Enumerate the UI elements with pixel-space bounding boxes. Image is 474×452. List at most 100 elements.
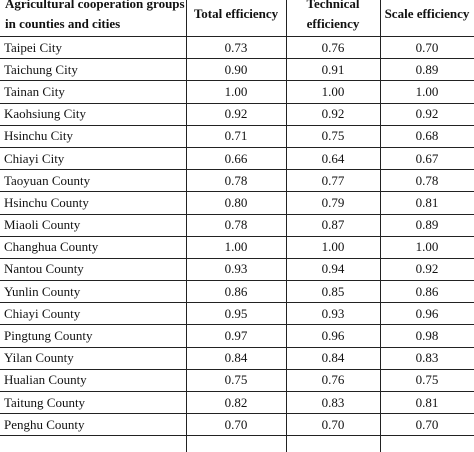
cell-total-efficiency: 0.78 bbox=[186, 169, 286, 193]
cell-total-efficiency: 0.93 bbox=[186, 258, 286, 282]
cell-technical-efficiency: 0.93 bbox=[286, 302, 380, 326]
cell-total-efficiency: 0.75 bbox=[186, 369, 286, 393]
cell-scale-efficiency: 0.83 bbox=[380, 347, 474, 370]
cell-technical-efficiency: 0.76 bbox=[286, 36, 380, 60]
table-row: Chiayi County 0.95 0.93 0.96 bbox=[0, 302, 474, 326]
cell-technical-efficiency: 0.92 bbox=[286, 103, 380, 126]
cell-scale-efficiency: 0.96 bbox=[380, 302, 474, 326]
cell-technical-efficiency: 0.91 bbox=[286, 58, 380, 82]
cell-technical-efficiency: 0.83 bbox=[286, 391, 380, 415]
table-row: Hualian County 0.75 0.76 0.75 bbox=[0, 369, 474, 393]
cell-technical-efficiency: 0.94 bbox=[286, 258, 380, 282]
cell-technical-efficiency: 0.85 bbox=[286, 280, 380, 304]
table-row: Chiayi City 0.66 0.64 0.67 bbox=[0, 147, 474, 171]
cell-group-name: Kaohsiung City bbox=[0, 103, 186, 126]
cell-group-name: Yilan County bbox=[0, 347, 186, 370]
header-row: Agricultural cooperation groups in count… bbox=[0, 0, 474, 37]
table-body: Taipei City 0.73 0.76 0.70 Taichung City 0.90… bbox=[0, 36, 474, 437]
cell-group-name: Hsinchu County bbox=[0, 191, 186, 215]
cell-total-efficiency: 0.71 bbox=[186, 125, 286, 148]
cell-group-name: Taichung City bbox=[0, 58, 186, 82]
cell-scale-efficiency: 0.98 bbox=[380, 324, 474, 348]
cell-scale-efficiency: 0.89 bbox=[380, 214, 474, 237]
table-row: Yilan County 0.84 0.84 0.83 bbox=[0, 347, 474, 370]
cell-scale-efficiency: 0.89 bbox=[380, 58, 474, 82]
header-scale-efficiency: Scale efficiency bbox=[380, 0, 474, 37]
header-technical-efficiency: Technical efficiency bbox=[286, 0, 380, 37]
cell-scale-efficiency: 1.00 bbox=[380, 236, 474, 259]
column-divider bbox=[380, 0, 381, 452]
cell-group-name: Miaoli County bbox=[0, 214, 186, 237]
cell-group-name: Chiayi City bbox=[0, 147, 186, 171]
cell-group-name: Nantou County bbox=[0, 258, 186, 282]
cell-scale-efficiency: 0.81 bbox=[380, 191, 474, 215]
cell-scale-efficiency: 1.00 bbox=[380, 80, 474, 104]
table-row: Taipei City 0.73 0.76 0.70 bbox=[0, 36, 474, 60]
cell-group-name: Pingtung County bbox=[0, 324, 186, 348]
cell-total-efficiency: 0.70 bbox=[186, 413, 286, 437]
cell-total-efficiency: 0.92 bbox=[186, 103, 286, 126]
column-divider bbox=[286, 0, 287, 452]
cell-group-name: Penghu County bbox=[0, 413, 186, 437]
cell-scale-efficiency: 0.67 bbox=[380, 147, 474, 171]
table-row: Miaoli County 0.78 0.87 0.89 bbox=[0, 214, 474, 237]
cell-technical-efficiency: 0.76 bbox=[286, 369, 380, 393]
cell-scale-efficiency: 0.70 bbox=[380, 413, 474, 437]
cell-total-efficiency: 0.82 bbox=[186, 391, 286, 415]
cell-scale-efficiency: 0.70 bbox=[380, 36, 474, 60]
cell-technical-efficiency: 0.87 bbox=[286, 214, 380, 237]
table-row: Yunlin County 0.86 0.85 0.86 bbox=[0, 280, 474, 304]
cell-scale-efficiency: 0.92 bbox=[380, 103, 474, 126]
table-row: Taoyuan County 0.78 0.77 0.78 bbox=[0, 169, 474, 193]
cell-total-efficiency: 0.86 bbox=[186, 280, 286, 304]
table-row: Hsinchu City 0.71 0.75 0.68 bbox=[0, 125, 474, 148]
table-row: Taichung City 0.90 0.91 0.89 bbox=[0, 58, 474, 82]
table-row: Hsinchu County 0.80 0.79 0.81 bbox=[0, 191, 474, 215]
table-row: Nantou County 0.93 0.94 0.92 bbox=[0, 258, 474, 282]
header-groups: Agricultural cooperation groups in count… bbox=[0, 0, 186, 37]
cell-scale-efficiency: 0.75 bbox=[380, 369, 474, 393]
cell-group-name: Tainan City bbox=[0, 80, 186, 104]
table-row: Taitung County 0.82 0.83 0.81 bbox=[0, 391, 474, 415]
column-divider bbox=[186, 0, 187, 452]
cell-technical-efficiency: 0.70 bbox=[286, 413, 380, 437]
cell-technical-efficiency: 0.96 bbox=[286, 324, 380, 348]
cell-total-efficiency: 0.95 bbox=[186, 302, 286, 326]
table-row: Changhua County 1.00 1.00 1.00 bbox=[0, 236, 474, 259]
cell-group-name: Taitung County bbox=[0, 391, 186, 415]
cell-scale-efficiency: 0.81 bbox=[380, 391, 474, 415]
table-row: Kaohsiung City 0.92 0.92 0.92 bbox=[0, 103, 474, 126]
cell-total-efficiency: 1.00 bbox=[186, 80, 286, 104]
cell-total-efficiency: 0.73 bbox=[186, 36, 286, 60]
cell-group-name: Chiayi County bbox=[0, 302, 186, 326]
cell-group-name: Taoyuan County bbox=[0, 169, 186, 193]
cell-technical-efficiency: 0.77 bbox=[286, 169, 380, 193]
cell-technical-efficiency: 0.84 bbox=[286, 347, 380, 370]
cell-scale-efficiency: 0.78 bbox=[380, 169, 474, 193]
cell-scale-efficiency: 0.68 bbox=[380, 125, 474, 148]
cell-total-efficiency: 0.66 bbox=[186, 147, 286, 171]
cell-group-name: Yunlin County bbox=[0, 280, 186, 304]
cell-scale-efficiency: 0.92 bbox=[380, 258, 474, 282]
cell-group-name: Hsinchu City bbox=[0, 125, 186, 148]
table-row: Tainan City 1.00 1.00 1.00 bbox=[0, 80, 474, 104]
header-total-efficiency: Total efficiency bbox=[186, 0, 286, 37]
cell-total-efficiency: 0.90 bbox=[186, 58, 286, 82]
cell-total-efficiency: 0.97 bbox=[186, 324, 286, 348]
cell-total-efficiency: 0.84 bbox=[186, 347, 286, 370]
cell-total-efficiency: 0.80 bbox=[186, 191, 286, 215]
cell-technical-efficiency: 0.79 bbox=[286, 191, 380, 215]
efficiency-table: Agricultural cooperation groups in count… bbox=[0, 0, 474, 437]
cell-technical-efficiency: 1.00 bbox=[286, 80, 380, 104]
cell-technical-efficiency: 0.64 bbox=[286, 147, 380, 171]
cell-group-name: Taipei City bbox=[0, 36, 186, 60]
table-row: Pingtung County 0.97 0.96 0.98 bbox=[0, 324, 474, 348]
cell-group-name: Changhua County bbox=[0, 236, 186, 259]
cell-total-efficiency: 0.78 bbox=[186, 214, 286, 237]
table-row: Penghu County 0.70 0.70 0.70 bbox=[0, 413, 474, 437]
cell-scale-efficiency: 0.86 bbox=[380, 280, 474, 304]
cell-technical-efficiency: 1.00 bbox=[286, 236, 380, 259]
cell-group-name: Hualian County bbox=[0, 369, 186, 393]
cell-technical-efficiency: 0.75 bbox=[286, 125, 380, 148]
